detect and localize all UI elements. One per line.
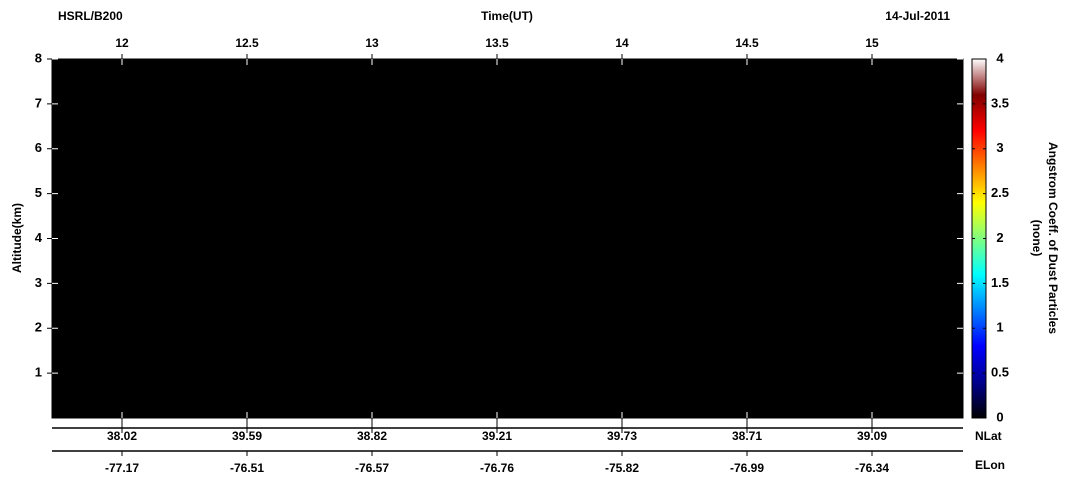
- x-axis-label: Time(UT): [481, 9, 533, 23]
- lat-label: 38.71: [732, 429, 762, 443]
- colorbar-tick-label: 1.5: [991, 275, 1009, 290]
- colorbar-tick-label: 2.5: [991, 185, 1009, 200]
- x-tick-label: 13: [365, 36, 379, 50]
- y-tick-label: 4: [35, 230, 43, 245]
- colorbar-tick-label: 3: [996, 140, 1003, 155]
- y-tick-label: 5: [35, 185, 42, 200]
- lon-label: -75.82: [605, 461, 639, 475]
- colorbar-tick-label: 0: [996, 409, 1003, 424]
- lon-label: -77.17: [105, 461, 139, 475]
- y-tick-label: 8: [35, 50, 42, 65]
- lon-axis-label: ELon: [975, 458, 1005, 472]
- date-label: 14-Jul-2011: [885, 9, 950, 23]
- colorbar-tick-label: 0.5: [991, 365, 1009, 380]
- lon-label: -76.76: [480, 461, 514, 475]
- lat-label: 38.02: [107, 429, 137, 443]
- y-tick-label: 7: [35, 95, 42, 110]
- colorbar-label: Angstrom Coeff. of Dust Particles: [1046, 142, 1060, 334]
- colorbar-tick-label: 2: [996, 230, 1003, 245]
- x-tick-label: 12.5: [235, 36, 259, 50]
- y-tick-label: 3: [35, 275, 42, 290]
- y-axis-label: Altitude(km): [10, 203, 24, 273]
- lon-label: -76.51: [230, 461, 264, 475]
- lat-label: 39.21: [482, 429, 512, 443]
- colorbar-tick-label: 4: [996, 50, 1004, 65]
- colorbar-tick-label: 1: [996, 320, 1003, 335]
- lat-label: 39.09: [857, 429, 887, 443]
- lon-label: -76.34: [855, 461, 889, 475]
- lon-label: -76.99: [730, 461, 764, 475]
- lat-label: 39.59: [232, 429, 262, 443]
- y-tick-label: 1: [35, 365, 42, 380]
- x-tick-label: 13.5: [485, 36, 509, 50]
- plot-area: [51, 58, 964, 419]
- x-tick-label: 14: [615, 36, 629, 50]
- lat-label: 39.73: [607, 429, 637, 443]
- colorbar-unit: (none): [1030, 220, 1044, 257]
- colorbar-tick-label: 3.5: [991, 95, 1009, 110]
- lat-label: 38.82: [357, 429, 387, 443]
- y-tick-label: 6: [35, 140, 42, 155]
- x-tick-label: 14.5: [735, 36, 759, 50]
- lon-label: -76.57: [355, 461, 389, 475]
- chart-title: HSRL/B200: [58, 9, 123, 23]
- lat-axis-label: NLat: [975, 429, 1002, 443]
- x-tick-label: 12: [115, 36, 129, 50]
- y-tick-label: 2: [35, 320, 42, 335]
- x-tick-label: 15: [865, 36, 879, 50]
